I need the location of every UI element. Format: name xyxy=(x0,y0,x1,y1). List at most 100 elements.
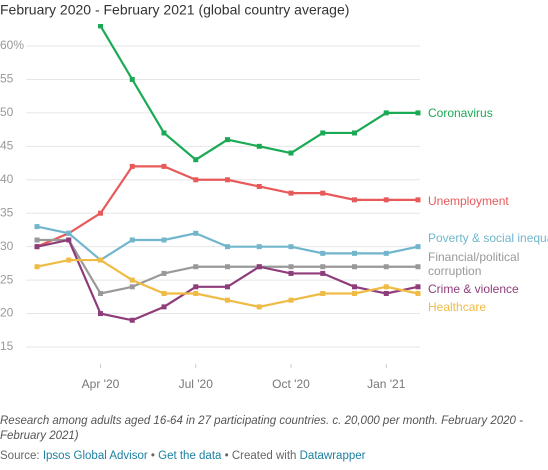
point xyxy=(415,284,421,290)
credit: Created with xyxy=(231,450,297,462)
point xyxy=(352,284,357,290)
point xyxy=(256,183,262,189)
y-tick-label: 45 xyxy=(0,139,14,153)
series-label: Crime & violence xyxy=(428,282,519,296)
labels: Coronavirus Unemployment Poverty & social … xyxy=(428,106,548,314)
point xyxy=(129,76,135,82)
point xyxy=(383,110,389,116)
point xyxy=(193,290,199,296)
separator: • xyxy=(224,450,229,462)
point xyxy=(256,264,262,270)
point xyxy=(288,297,294,303)
y-tick-label: 20 xyxy=(0,306,14,320)
series-label: Healthcare xyxy=(428,300,486,314)
point xyxy=(352,250,357,256)
y-tick-label: 15 xyxy=(0,339,14,353)
point xyxy=(193,177,199,183)
point xyxy=(383,197,389,203)
point xyxy=(352,130,357,136)
label-line: Financial/political xyxy=(428,250,519,264)
point xyxy=(288,190,294,196)
point xyxy=(98,257,103,263)
point xyxy=(34,224,40,230)
x-tick-label: Apr '20 xyxy=(82,377,120,391)
point xyxy=(193,157,199,163)
point xyxy=(98,24,103,29)
point xyxy=(129,284,135,290)
point xyxy=(129,237,135,243)
point xyxy=(415,197,421,203)
source-link[interactable]: Ipsos Global Advisor xyxy=(42,450,148,462)
series-label: Unemployment xyxy=(428,194,509,208)
point xyxy=(66,230,72,236)
x-tick-label: Oct '20 xyxy=(272,377,310,391)
point xyxy=(383,284,389,290)
point xyxy=(193,230,199,236)
label-line: corruption xyxy=(428,264,481,278)
y-tick-label: 40 xyxy=(0,172,14,186)
x-tick-label: Jan '21 xyxy=(367,377,406,391)
y-tick-label: 30 xyxy=(0,239,14,253)
point xyxy=(129,163,135,169)
point xyxy=(66,237,72,243)
point xyxy=(98,311,103,317)
point xyxy=(288,244,294,250)
point xyxy=(161,237,167,243)
point xyxy=(256,304,262,310)
point xyxy=(256,143,262,149)
point xyxy=(129,277,135,283)
y-tick-label: 25 xyxy=(0,272,14,286)
y-tick-label: 55 xyxy=(0,72,14,86)
source-label: Source: xyxy=(0,450,40,462)
point xyxy=(193,284,199,290)
credit-link[interactable]: Datawrapper xyxy=(299,450,366,462)
point xyxy=(98,290,103,296)
point xyxy=(320,264,326,270)
point xyxy=(352,197,357,203)
point xyxy=(415,290,421,296)
point xyxy=(320,130,326,136)
point xyxy=(161,304,167,310)
point xyxy=(34,237,40,243)
point xyxy=(320,270,326,276)
series-label: Poverty & social inequality xyxy=(428,231,548,245)
point xyxy=(352,290,357,296)
y-tick-label: 50 xyxy=(0,105,14,119)
point xyxy=(415,244,421,250)
point xyxy=(161,130,167,136)
point xyxy=(320,290,326,296)
series-line xyxy=(36,225,419,262)
chart-subtitle: February 2020 - February 2021 (global co… xyxy=(0,2,349,18)
series-label: Financial/political corruption xyxy=(428,250,519,278)
source: Source: Ipsos Global Advisor • Get the d… xyxy=(0,450,545,462)
point xyxy=(129,317,135,323)
point xyxy=(98,210,103,216)
get-data-link[interactable]: Get the data xyxy=(158,450,222,462)
point xyxy=(225,244,230,250)
point xyxy=(288,264,294,270)
lines xyxy=(34,24,421,323)
series-label: Coronavirus xyxy=(428,106,493,120)
grid: 15 20 25 30 35 40 45 50 55 60% Apr '20 Jul '20 Oct '… xyxy=(0,38,420,391)
point xyxy=(320,190,326,196)
point xyxy=(288,150,294,156)
point xyxy=(383,290,389,296)
point xyxy=(193,264,199,270)
chart: February 2020 - February 2021 (global co… xyxy=(0,2,548,391)
separator: • xyxy=(150,450,155,462)
point xyxy=(225,177,230,183)
point xyxy=(352,264,357,270)
point xyxy=(225,137,230,143)
x-tick-label: Jul '20 xyxy=(179,377,214,391)
point xyxy=(288,270,294,276)
note: Research among adults aged 16-64 in 27 p… xyxy=(0,415,523,442)
y-tick-label: 35 xyxy=(0,205,14,219)
point xyxy=(415,110,421,116)
point xyxy=(161,270,167,276)
point xyxy=(34,264,40,270)
point xyxy=(225,284,230,290)
point xyxy=(225,264,230,270)
point xyxy=(161,163,167,169)
point xyxy=(383,264,389,270)
y-tick-label: 60% xyxy=(0,38,24,52)
